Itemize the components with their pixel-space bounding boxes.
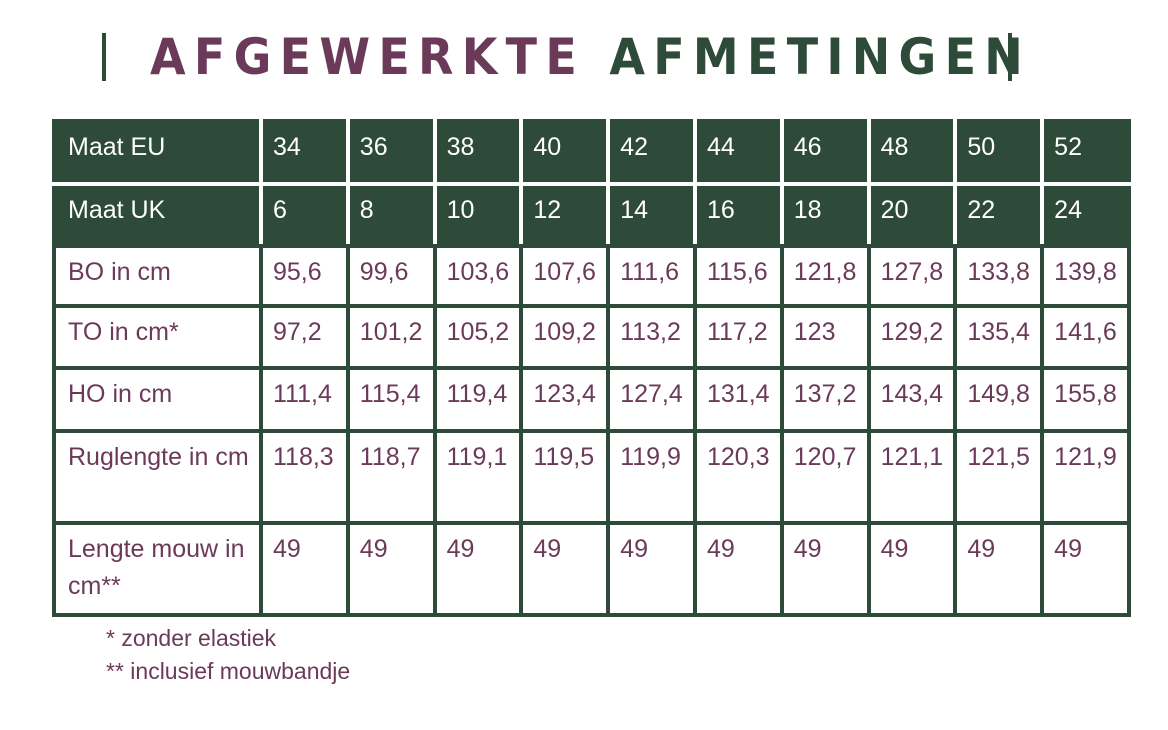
table-cell: 127,4 [606, 366, 697, 433]
table-cell: 49 [432, 521, 524, 617]
table-cell: 34 [259, 119, 350, 186]
table-cell: 20 [866, 182, 958, 248]
table-cell: 22 [953, 182, 1045, 248]
table-cell: 101,2 [345, 304, 437, 370]
row-label: BO in cm [52, 244, 263, 308]
table-cell: 120,7 [779, 429, 871, 525]
table-cell: 123 [779, 304, 871, 370]
table-cell: 36 [345, 119, 437, 186]
footnotes: * zonder elastiek ** inclusief mouwbandj… [106, 622, 350, 688]
size-table: Maat EU 34 36 38 40 42 44 46 48 50 52 Maat UK 6 8 10 12… [52, 119, 1131, 617]
table-cell: 118,7 [345, 429, 437, 525]
table-cell: 133,8 [953, 244, 1045, 308]
table-row: Maat EU 34 36 38 40 42 44 46 48 50 52 [52, 119, 1131, 186]
table-cell: 8 [345, 182, 437, 248]
table-cell: 135,4 [953, 304, 1045, 370]
table-cell: 113,2 [606, 304, 697, 370]
table-cell: 46 [779, 119, 871, 186]
table-cell: 121,1 [866, 429, 958, 525]
row-label: Ruglengte in cm [52, 429, 263, 525]
title-part-2: AFMETINGEN [609, 28, 1032, 86]
table-cell: 121,9 [1040, 429, 1131, 525]
table-cell: 115,4 [345, 366, 437, 433]
table-cell: 129,2 [866, 304, 958, 370]
table-cell: 42 [606, 119, 697, 186]
table-cell: 120,3 [692, 429, 784, 525]
table-cell: 119,1 [432, 429, 524, 525]
table-cell: 95,6 [259, 244, 350, 308]
table-cell: 149,8 [953, 366, 1045, 433]
table-cell: 139,8 [1040, 244, 1131, 308]
footnote-1: * zonder elastiek [106, 625, 277, 651]
table-cell: 10 [432, 182, 524, 248]
table-cell: 111,6 [606, 244, 697, 308]
table-cell: 49 [953, 521, 1045, 617]
row-label: Maat EU [52, 119, 263, 186]
table-cell: 119,9 [606, 429, 697, 525]
table-cell: 44 [692, 119, 784, 186]
row-label: HO in cm [52, 366, 263, 433]
table-cell: 143,4 [866, 366, 958, 433]
table-cell: 49 [866, 521, 958, 617]
table-cell: 123,4 [519, 366, 611, 433]
title-divider-right [1008, 33, 1012, 81]
footnote-2: ** inclusief mouwbandje [106, 658, 351, 684]
table-cell: 131,4 [692, 366, 784, 433]
table-cell: 49 [692, 521, 784, 617]
table-cell: 97,2 [259, 304, 350, 370]
table-cell: 121,5 [953, 429, 1045, 525]
table-row: Maat UK 6 8 10 12 14 16 18 20 22 24 [52, 182, 1131, 248]
table-cell: 48 [866, 119, 958, 186]
table-cell: 111,4 [259, 366, 350, 433]
table-cell: 49 [345, 521, 437, 617]
table-cell: 49 [1040, 521, 1131, 617]
table-cell: 24 [1040, 182, 1131, 248]
table-row: TO in cm* 97,2 101,2 105,2 109,2 113,2 117,2 12… [52, 304, 1131, 370]
table-cell: 127,8 [866, 244, 958, 308]
table-cell: 49 [519, 521, 611, 617]
table-cell: 18 [779, 182, 871, 248]
table-cell: 38 [432, 119, 524, 186]
row-label: Maat UK [52, 182, 263, 248]
table-cell: 49 [606, 521, 697, 617]
table-cell: 40 [519, 119, 611, 186]
table-row: Lengte mouw in cm** 49 49 49 49 49 49 49 49 49 49 [52, 521, 1131, 617]
table-cell: 107,6 [519, 244, 611, 308]
table-cell: 99,6 [345, 244, 437, 308]
table-cell: 115,6 [692, 244, 784, 308]
table-cell: 137,2 [779, 366, 871, 433]
table-cell: 119,5 [519, 429, 611, 525]
table-cell: 49 [779, 521, 871, 617]
table-cell: 52 [1040, 119, 1131, 186]
table-cell: 109,2 [519, 304, 611, 370]
row-label: Lengte mouw in cm** [52, 521, 263, 617]
table-row: HO in cm 111,4 115,4 119,4 123,4 127,4 131,4 13… [52, 366, 1131, 433]
title-divider-left [102, 33, 106, 81]
table-cell: 117,2 [692, 304, 784, 370]
table-cell: 121,8 [779, 244, 871, 308]
table-cell: 105,2 [432, 304, 524, 370]
table-cell: 16 [692, 182, 784, 248]
table-cell: 103,6 [432, 244, 524, 308]
table-cell: 50 [953, 119, 1045, 186]
table-cell: 119,4 [432, 366, 524, 433]
table-cell: 155,8 [1040, 366, 1131, 433]
row-label: TO in cm* [52, 304, 263, 370]
table-cell: 49 [259, 521, 350, 617]
page-title: AFGEWERKTE AFMETINGEN [150, 22, 1023, 92]
table-row: Ruglengte in cm 118,3 118,7 119,1 119,5 119,9… [52, 429, 1131, 525]
table-cell: 141,6 [1040, 304, 1131, 370]
table-cell: 6 [259, 182, 350, 248]
table-row: BO in cm 95,6 99,6 103,6 107,6 111,6 115,6 121,… [52, 244, 1131, 308]
table-cell: 118,3 [259, 429, 350, 525]
table-cell: 14 [606, 182, 697, 248]
title-part-1: AFGEWERKTE [150, 28, 586, 86]
table-cell: 12 [519, 182, 611, 248]
